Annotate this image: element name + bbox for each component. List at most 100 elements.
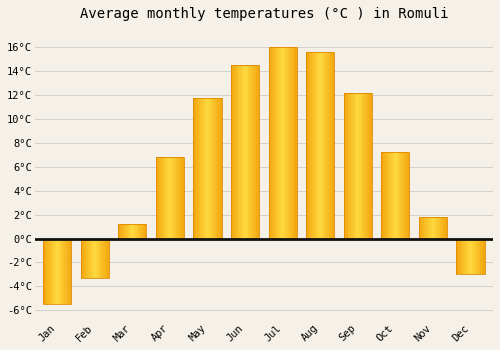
Bar [158, 157, 160, 239]
Bar [86, 239, 88, 278]
Bar [145, 224, 146, 239]
Bar [167, 157, 168, 239]
Bar [384, 152, 386, 239]
Bar [62, 239, 63, 304]
Bar [408, 152, 410, 239]
Bar [282, 47, 284, 239]
Bar [443, 217, 444, 239]
Bar [423, 217, 424, 239]
Bar [406, 152, 408, 239]
Bar [468, 239, 469, 274]
Bar [206, 98, 208, 239]
Bar [348, 92, 350, 239]
Bar [256, 65, 258, 239]
Bar [100, 239, 102, 278]
Bar [95, 239, 96, 278]
Bar [432, 217, 433, 239]
Bar [43, 239, 44, 304]
Bar [284, 47, 286, 239]
Bar [130, 224, 131, 239]
Bar [268, 47, 270, 239]
Bar [120, 224, 121, 239]
Bar [344, 92, 372, 239]
Bar [404, 152, 405, 239]
Bar [469, 239, 470, 274]
Title: Average monthly temperatures (°C ) in Romuli: Average monthly temperatures (°C ) in Ro… [80, 7, 448, 21]
Bar [465, 239, 466, 274]
Bar [470, 239, 472, 274]
Bar [67, 239, 68, 304]
Bar [156, 157, 184, 239]
Bar [96, 239, 98, 278]
Bar [118, 224, 146, 239]
Bar [345, 92, 346, 239]
Bar [296, 47, 297, 239]
Bar [156, 157, 158, 239]
Bar [433, 217, 434, 239]
Bar [106, 239, 108, 278]
Bar [424, 217, 426, 239]
Bar [459, 239, 460, 274]
Bar [198, 98, 199, 239]
Bar [82, 239, 84, 278]
Bar [92, 239, 94, 278]
Bar [163, 157, 164, 239]
Bar [322, 52, 323, 239]
Bar [306, 52, 334, 239]
Bar [234, 65, 235, 239]
Bar [360, 92, 362, 239]
Bar [428, 217, 430, 239]
Bar [405, 152, 406, 239]
Bar [232, 65, 234, 239]
Bar [350, 92, 351, 239]
Bar [170, 157, 172, 239]
Bar [53, 239, 54, 304]
Bar [58, 239, 60, 304]
Bar [396, 152, 397, 239]
Bar [241, 65, 242, 239]
Bar [332, 52, 333, 239]
Bar [436, 217, 437, 239]
Bar [180, 157, 181, 239]
Bar [195, 98, 196, 239]
Bar [56, 239, 58, 304]
Bar [292, 47, 294, 239]
Bar [272, 47, 273, 239]
Bar [309, 52, 310, 239]
Bar [166, 157, 167, 239]
Bar [63, 239, 64, 304]
Bar [368, 92, 369, 239]
Bar [351, 92, 352, 239]
Bar [60, 239, 62, 304]
Bar [312, 52, 313, 239]
Bar [52, 239, 53, 304]
Bar [401, 152, 402, 239]
Bar [382, 152, 409, 239]
Bar [231, 65, 259, 239]
Bar [210, 98, 212, 239]
Bar [479, 239, 480, 274]
Bar [420, 217, 422, 239]
Bar [356, 92, 358, 239]
Bar [99, 239, 100, 278]
Bar [80, 239, 82, 278]
Bar [430, 217, 432, 239]
Bar [104, 239, 106, 278]
Bar [438, 217, 440, 239]
Bar [402, 152, 404, 239]
Bar [131, 224, 132, 239]
Bar [244, 65, 245, 239]
Bar [483, 239, 484, 274]
Bar [182, 157, 184, 239]
Bar [196, 98, 198, 239]
Bar [216, 98, 218, 239]
Bar [213, 98, 214, 239]
Bar [390, 152, 391, 239]
Bar [328, 52, 330, 239]
Bar [136, 224, 138, 239]
Bar [444, 217, 446, 239]
Bar [278, 47, 280, 239]
Bar [209, 98, 210, 239]
Bar [176, 157, 177, 239]
Bar [478, 239, 479, 274]
